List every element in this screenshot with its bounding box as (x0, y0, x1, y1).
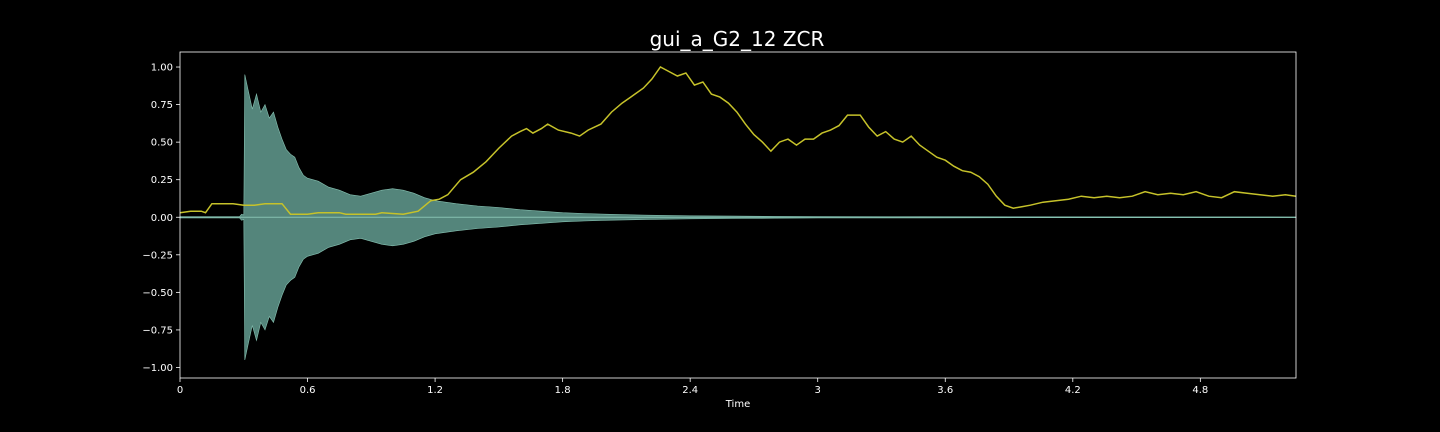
y-tick-label: −0.25 (142, 250, 173, 261)
y-tick-label: −1.00 (142, 363, 173, 374)
y-tick-label: −0.50 (142, 288, 173, 299)
x-tick-label: 0 (177, 385, 183, 396)
x-tick-label: 3.6 (937, 385, 953, 396)
y-tick-label: 0.75 (151, 100, 173, 111)
x-tick-label: 1.2 (427, 385, 443, 396)
x-axis-label: Time (725, 399, 750, 410)
y-tick-label: 0.50 (151, 138, 173, 149)
x-tick-label: 0.6 (300, 385, 316, 396)
y-tick-label: 0.25 (151, 175, 173, 186)
x-tick-label: 3 (815, 385, 821, 396)
x-tick-label: 4.2 (1065, 385, 1081, 396)
axes-frame (179, 51, 1297, 379)
axes: 0 0.6 1.2 1.8 2.4 3 3.6 4.2 4.8 1.00 0.75 0.50 0.25 0… (142, 51, 1297, 396)
x-tick-label: 1.8 (555, 385, 571, 396)
y-tick-label: 0.00 (151, 213, 173, 224)
y-tick-label: 1.00 (151, 63, 173, 74)
x-tick-label: 2.4 (682, 385, 698, 396)
zcr-line (179, 66, 1297, 215)
y-tick-label: −0.75 (142, 325, 173, 336)
x-tick-label: 4.8 (1192, 385, 1208, 396)
chart-title: gui_a_G2_12 ZCR (650, 27, 825, 51)
